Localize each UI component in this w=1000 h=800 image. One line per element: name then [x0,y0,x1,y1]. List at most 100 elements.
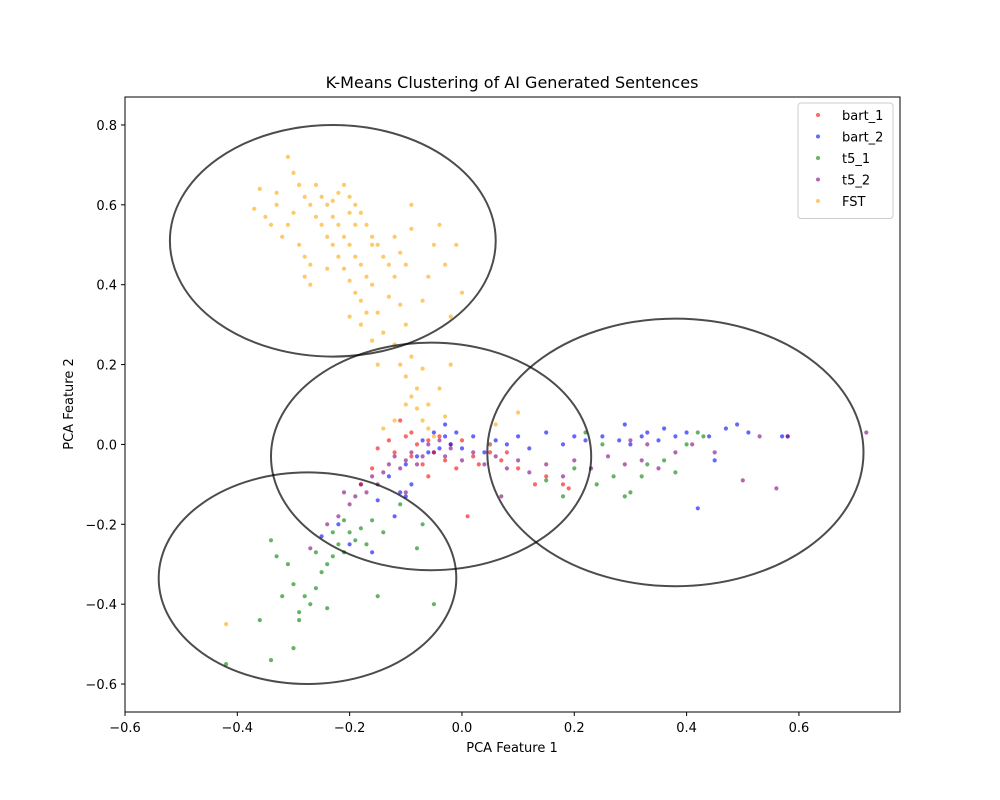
point-t5_1-6 [302,594,307,599]
point-FST-60 [420,418,425,423]
point-bart_1-25 [476,462,481,467]
point-t5_1-14 [353,538,358,543]
legend-label-bart_2: bart_2 [842,131,883,146]
point-t5_1-4 [280,594,285,599]
point-FST-53 [375,310,380,315]
point-FST-67 [409,354,414,359]
point-FST-87 [252,206,257,211]
point-bart_2-26 [645,430,650,435]
point-t5_2-41 [785,434,790,439]
point-FST-18 [297,242,302,247]
point-bart_2-33 [746,430,751,435]
point-t5_1-22 [285,562,290,567]
point-t5_2-9 [392,454,397,459]
point-FST-17 [280,234,285,239]
point-t5_1-31 [594,482,599,487]
point-t5_1-3 [297,618,302,623]
point-t5_2-44 [325,522,330,527]
point-FST-8 [330,242,335,247]
point-bart_2-1 [398,490,403,495]
point-FST-56 [398,362,403,367]
point-t5_2-35 [673,450,678,455]
point-t5_1-25 [414,546,420,551]
point-FST-61 [426,426,431,431]
point-bart_2-38 [347,542,352,547]
point-bart_2-23 [600,434,605,439]
point-FST-88 [302,274,307,279]
point-bart_2-4 [414,454,420,459]
point-FST-33 [364,274,369,279]
point-bart_1-1 [386,438,391,443]
point-t5_1-49 [297,610,302,615]
point-FST-50 [403,322,408,327]
point-FST-74 [409,226,414,231]
legend-label-t5_1: t5_1 [842,152,870,167]
point-FST-51 [398,302,403,307]
point-t5_2-45 [336,514,341,519]
point-bart_1-26 [409,430,414,435]
point-bart_2-8 [437,446,442,451]
point-t5_1-44 [544,478,549,483]
point-bart_2-44 [712,458,717,463]
point-bart_1-7 [426,438,431,443]
point-t5_1-34 [645,462,650,467]
point-FST-30 [347,242,352,247]
point-t5_2-32 [622,462,627,467]
point-bart_2-0 [386,474,391,479]
point-FST-69 [375,362,380,367]
point-t5_1-10 [330,554,335,559]
point-t5_2-23 [493,454,498,459]
point-t5_2-3 [358,482,363,487]
point-FST-82 [448,314,453,319]
point-FST-93 [516,410,521,415]
cluster-circle-4 [157,471,458,686]
legend-label-FST: FST [842,195,866,210]
point-bart_2-13 [471,434,476,439]
point-bart_1-27 [504,450,509,455]
point-bart_2-41 [370,550,375,555]
point-FST-24 [313,182,318,187]
point-t5_1-32 [611,474,616,479]
point-t5_2-39 [757,434,762,439]
point-t5_2-16 [431,450,436,455]
point-bart_1-18 [532,482,538,487]
point-bart_2-10 [448,442,453,447]
point-FST-54 [381,330,386,335]
y-tick-label: 0.8 [96,119,117,134]
point-t5_1-21 [268,538,274,543]
point-t5_1-7 [313,586,318,591]
point-t5_2-29 [572,458,577,463]
point-t5_2-25 [516,458,521,463]
point-bart_2-34 [780,434,785,439]
point-t5_1-26 [431,602,436,607]
point-FST-99 [398,250,403,255]
point-t5_2-42 [864,430,869,435]
point-t5_1-24 [375,594,380,599]
point-FST-48 [353,222,358,227]
point-t5_1-45 [560,494,566,499]
point-t5_2-43 [308,546,313,551]
x-tick-label: 0.4 [676,721,697,736]
point-t5_2-13 [414,462,420,467]
point-FST-85 [274,190,279,195]
point-FST-34 [370,282,375,287]
point-FST-46 [330,198,335,203]
point-bart_1-28 [566,486,571,491]
point-t5_1-20 [274,554,279,559]
point-FST-1 [291,170,296,175]
legend: bart_1 bart_2 t5_1 t5_2 FST [797,102,894,219]
point-FST-0 [285,154,290,159]
point-t5_2-1 [347,502,352,507]
point-bart_2-16 [504,442,509,447]
point-FST-89 [308,282,313,287]
y-axis: −0.6 −0.4 −0.2 0.0 0.2 0.4 0.6 0.8 [85,119,125,693]
point-t5_2-17 [437,438,442,443]
point-t5_1-27 [398,502,403,507]
x-tick-label: 0.0 [452,721,473,736]
point-bart_2-3 [409,482,414,487]
cluster-circle-1 [168,124,497,358]
point-FST-70 [370,338,375,343]
point-bart_1-24 [465,514,470,519]
point-FST-43 [386,262,391,267]
point-FST-58 [409,394,414,399]
